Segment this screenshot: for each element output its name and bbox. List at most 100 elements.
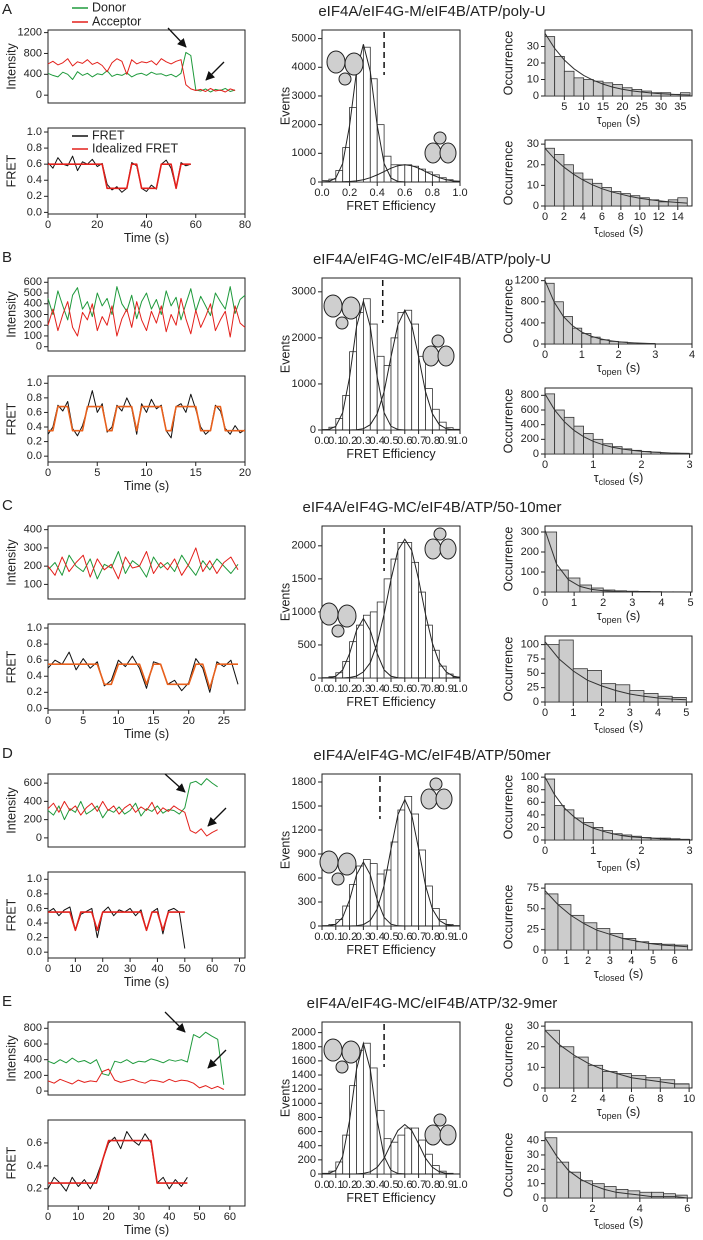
x-axis-label-unit: (s): [629, 967, 644, 981]
x-tick-label: 60: [224, 1211, 236, 1223]
histogram-bar: [356, 312, 364, 431]
x-tick-label: 50: [179, 963, 191, 975]
x-tick-label: 0.7: [411, 683, 426, 695]
x-axis-label-main: Time (s): [124, 231, 169, 245]
plot-frame: [47, 1119, 246, 1207]
y-tick-label: 0.2: [27, 686, 42, 698]
y-tick-label: 200: [24, 319, 42, 331]
closed-icon: [420, 788, 438, 810]
y-tick-label: 0: [533, 586, 539, 598]
x-axis-label-unit: (s): [626, 857, 641, 871]
histogram-bar: [404, 542, 413, 679]
plot-frame: [47, 29, 246, 104]
y-axis-label: Occurrence: [501, 775, 515, 840]
x-tick-label: 4: [658, 597, 664, 609]
x-axis-label-sub: open: [602, 615, 622, 625]
panel-title: eIF4A/eIF4G-MC/eIF4B/ATP/50-10mer: [303, 499, 562, 516]
x-axis-label-main: τ: [594, 223, 599, 237]
histogram-bar: [356, 61, 364, 183]
fit-curve: [322, 1123, 461, 1175]
histogram-bar: [418, 591, 426, 679]
open-icon: [344, 52, 364, 76]
fit-curve: [321, 44, 460, 183]
histogram-bar: [349, 1085, 357, 1175]
annotation-arrow: [164, 773, 186, 793]
closed-icon: [429, 777, 443, 791]
x-axis-label: FRET Efficiency: [346, 199, 436, 213]
histogram-bar: [397, 809, 406, 927]
x-axis-label-unit: (s): [629, 223, 644, 237]
fit-curve: [322, 309, 461, 431]
y-tick-label: 2000: [292, 540, 316, 552]
trace-line: [48, 163, 191, 190]
y-tick-label: 1000: [292, 378, 316, 390]
trace-line: [48, 663, 238, 690]
plot-frame: [47, 623, 246, 711]
y-tick-label: 400: [24, 68, 42, 80]
y-tick-label: 2000: [292, 119, 316, 131]
open-icon: [326, 50, 346, 74]
y-tick-label: 800: [521, 296, 539, 308]
y-tick-label: 0: [310, 424, 316, 436]
closed-icon: [431, 334, 445, 348]
histogram-bar: [356, 624, 364, 679]
x-tick-label: 0.1: [328, 1179, 343, 1191]
y-tick-label: 1800: [292, 776, 316, 788]
x-tick-label: 0.5: [383, 1179, 398, 1191]
x-tick-label: 2: [638, 459, 644, 471]
x-tick-label: 1.0: [452, 187, 467, 199]
trace-line: [47, 286, 246, 321]
x-tick-label: 0.6: [397, 683, 412, 695]
y-tick-label: 25: [527, 682, 539, 694]
trace-line: [48, 405, 245, 432]
y-tick-label: 0.2: [27, 931, 42, 943]
annotation-arrow: [164, 1011, 186, 1033]
histogram-bar: [356, 1049, 364, 1175]
fit-curve: [321, 299, 460, 431]
x-axis-label-unit: (s): [629, 1215, 644, 1229]
y-tick-label: 75: [527, 882, 539, 894]
x-tick-label: 0: [542, 211, 548, 223]
y-tick-label: 400: [521, 419, 539, 431]
histogram-bar: [544, 531, 558, 593]
histogram-bar: [556, 1161, 570, 1199]
y-tick-label: 0.6: [27, 902, 42, 914]
panel-title: eIF4A/eIF4G-M/eIF4B/ATP/poly-U: [318, 3, 545, 20]
x-axis-label-main: τ: [597, 113, 602, 127]
y-axis-label: Intensity: [4, 1034, 18, 1081]
x-tick-label: 40: [163, 1211, 175, 1223]
x-axis-label-sub: open: [602, 367, 622, 377]
y-tick-label: 60: [527, 796, 539, 808]
trace-line: [47, 551, 239, 580]
x-tick-label: 0.7: [411, 931, 426, 943]
histogram-bar: [544, 644, 560, 703]
y-tick-label: 200: [298, 1154, 316, 1166]
x-axis-label: τopen (s): [597, 1105, 641, 1121]
open-icon: [335, 1060, 349, 1074]
y-tick-label: 300: [521, 526, 539, 538]
closed-icon: [437, 345, 455, 367]
y-axis-label: Occurrence: [501, 141, 515, 206]
histogram-bar: [362, 298, 371, 431]
y-axis-label: FRET: [4, 154, 18, 187]
x-tick-label: 0.3: [356, 683, 371, 695]
y-tick-label: 300: [298, 896, 316, 908]
trace-line: [47, 297, 246, 338]
y-tick-label: 0: [533, 338, 539, 350]
histogram-bar: [349, 884, 357, 927]
x-tick-label: 1: [564, 955, 570, 967]
x-tick-label: 2: [589, 1203, 595, 1215]
x-axis-label-main: FRET Efficiency: [346, 199, 436, 213]
open-icon: [337, 604, 357, 628]
x-axis-label-main: τ: [594, 471, 599, 485]
x-tick-label: 40: [140, 219, 152, 231]
x-tick-label: 15: [147, 715, 159, 727]
y-tick-label: 300: [24, 308, 42, 320]
histogram-bar: [677, 197, 688, 207]
histogram-bar: [397, 1134, 406, 1175]
open-icon: [337, 852, 357, 876]
y-axis-label: Occurrence: [501, 1133, 515, 1198]
x-tick-label: 0.1: [328, 435, 343, 447]
x-tick-label: 15: [597, 101, 609, 113]
histogram-bar: [369, 78, 378, 183]
